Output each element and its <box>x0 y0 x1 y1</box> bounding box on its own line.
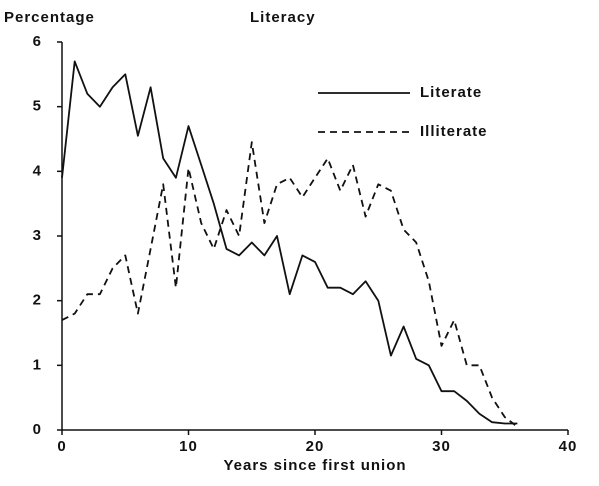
y-tick-label: 6 <box>33 33 42 50</box>
x-tick-label: 0 <box>57 438 66 455</box>
x-tick-label: 30 <box>432 438 451 455</box>
y-tick-label: 5 <box>33 98 42 115</box>
data-line <box>61 141 518 428</box>
x-tick-label: 10 <box>179 438 198 455</box>
x-tick-label: 20 <box>306 438 325 455</box>
y-tick-label: 3 <box>33 227 42 244</box>
x-axis-label: Years since first union <box>223 457 406 474</box>
data-line <box>61 60 518 425</box>
y-tick-label: 2 <box>33 292 42 309</box>
legend-label: Literate <box>420 84 482 101</box>
legend-label: Illiterate <box>420 123 488 140</box>
y-tick-label: 4 <box>33 162 42 179</box>
y-tick-label: 0 <box>33 421 42 438</box>
chart-title: Literacy <box>250 9 316 26</box>
y-axis-label: Percentage <box>4 9 95 26</box>
x-tick-label: 40 <box>559 438 578 455</box>
y-tick-label: 1 <box>33 356 42 373</box>
